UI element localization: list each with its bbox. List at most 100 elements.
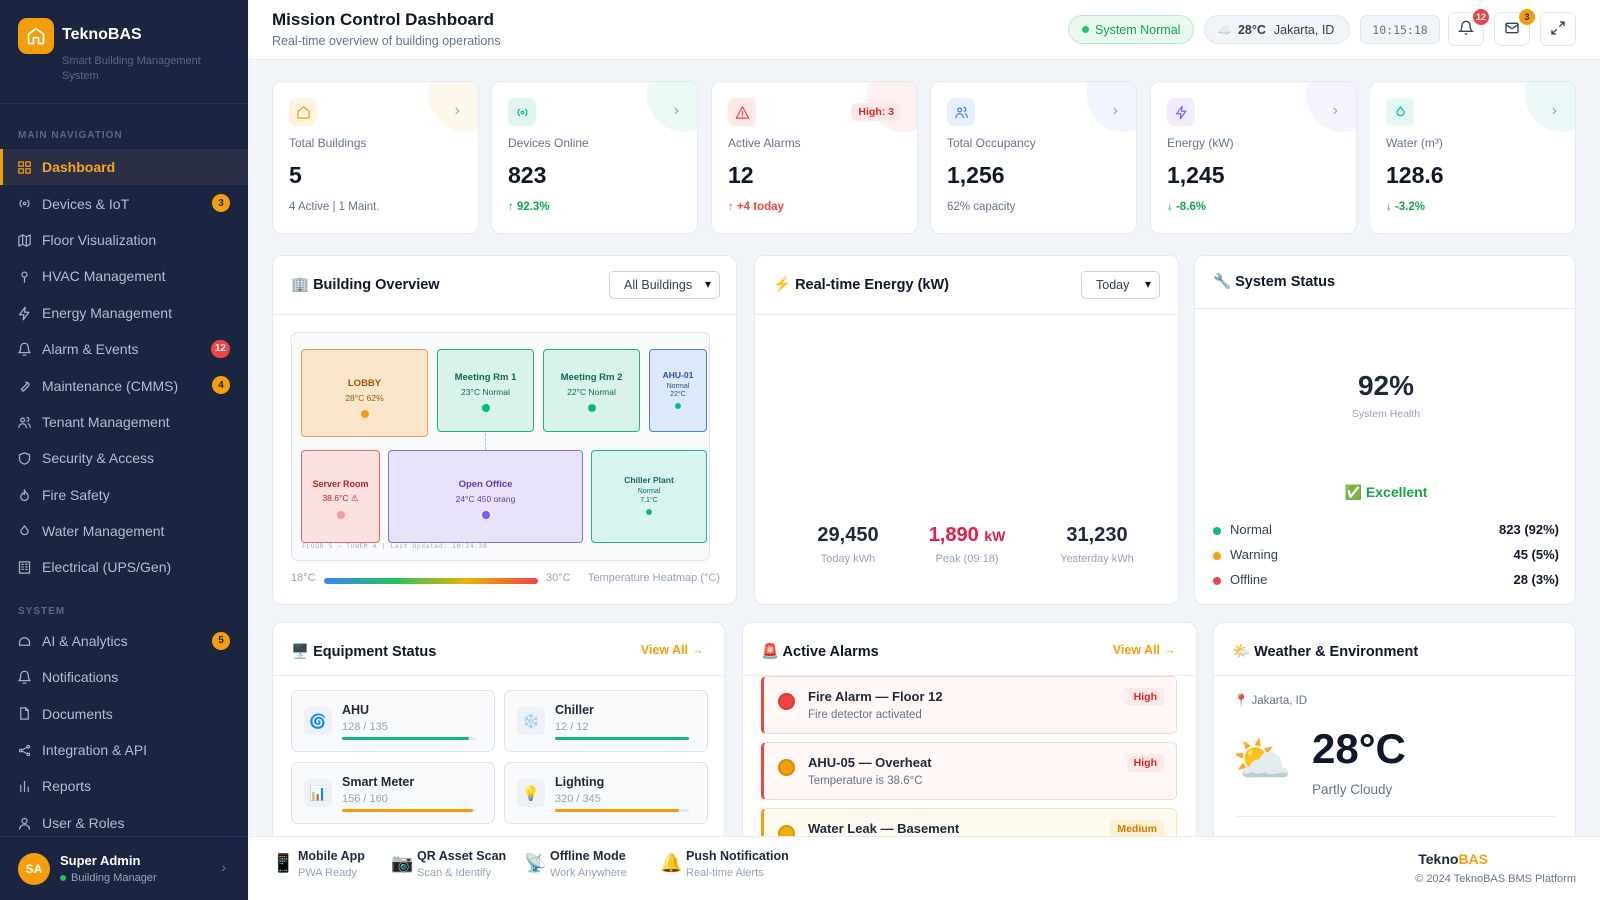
clock: 10:15:18 (1360, 15, 1440, 44)
room-info: 38.6°C ⚠ (322, 493, 359, 503)
brain-icon (17, 634, 32, 649)
chevron-right-icon[interactable]: › (221, 859, 226, 875)
status-dot (1213, 576, 1221, 585)
sidebar-item-label: Electrical (UPS/Gen) (42, 559, 172, 576)
chevron-right-icon[interactable]: › (1112, 102, 1118, 119)
alarm-item[interactable]: AHU-05 — Overheat Temperature is 38.6°C Hi… (761, 742, 1177, 800)
radio-icon (508, 98, 536, 126)
kpi-value: 12 (728, 162, 754, 188)
sidebar-item-notifications[interactable]: Notifications (0, 659, 248, 695)
alarms-view-all-link[interactable]: View All → (1112, 643, 1176, 657)
sidebar-item-fire-safety[interactable]: Fire Safety (0, 477, 248, 513)
equipment-icon: ❄️ (517, 707, 545, 735)
room-status-dot (646, 509, 652, 515)
equipment-item-chiller[interactable]: ❄️ Chiller 12 / 12 (504, 690, 708, 752)
weather-pill: ☁️ 28°C Jakarta, ID (1204, 15, 1350, 44)
sidebar-item-tenant-management[interactable]: Tenant Management (0, 404, 248, 440)
sidebar: TeknoBAS Smart Building Management Syste… (0, 0, 248, 900)
sidebar-item-floor-visualization[interactable]: Floor Visualization (0, 222, 248, 258)
room-status-dot (481, 511, 490, 519)
sidebar-item-label: Floor Visualization (42, 231, 157, 248)
kpi-card-devices-online[interactable]: › Devices Online 823 ↑ 92.3% (491, 81, 698, 234)
equipment-icon: 🌀 (304, 707, 332, 735)
sidebar-item-electrical-ups-gen[interactable]: Electrical (UPS/Gen) (0, 549, 248, 585)
fullscreen-button[interactable] (1540, 12, 1576, 46)
status-row-offline: Offline 28 (3%) (1213, 572, 1559, 592)
alarm-desc: Temperature is 38.6°C (808, 775, 923, 787)
equipment-view-all-link[interactable]: View All → (640, 643, 704, 657)
users-icon (17, 415, 32, 430)
radio-icon (17, 196, 32, 211)
sidebar-item-label: Energy Management (42, 304, 172, 321)
room-meeting-2[interactable]: Meeting Rm 2 22°C Normal (543, 349, 640, 432)
sidebar-item-ai-analytics[interactable]: AI & Analytics 5 (0, 623, 248, 659)
room-server[interactable]: Server Room 38.6°C ⚠ (301, 450, 380, 543)
energy-peak-unit: kW (984, 528, 1006, 544)
energy-period-select[interactable]: Today (1081, 271, 1160, 299)
kpi-high-badge: High: 3 (851, 103, 901, 121)
status-value: 823 (92%) (1499, 522, 1559, 537)
notifications-button[interactable]: 12 (1448, 9, 1489, 46)
room-lobby[interactable]: LOBBY 28°C 62% (301, 349, 428, 437)
flame-icon (17, 488, 32, 503)
kpi-decoration (1306, 82, 1356, 132)
sidebar-item-maintenance-cmms[interactable]: Maintenance (CMMS) 4 (0, 367, 248, 403)
sidebar-item-badge: 3 (212, 194, 230, 213)
chevron-right-icon[interactable]: › (454, 102, 460, 119)
alarm-item[interactable]: Fire Alarm — Floor 12 Fire detector activ… (761, 676, 1177, 734)
kpi-card-water-m[interactable]: › Water (m³) 128.6 ↓ -3.2% (1369, 81, 1576, 234)
equipment-card: 🖥️ Equipment Status View All → 🌀 AHU 128 /… (272, 622, 725, 842)
feature-offline-mode[interactable]: 📡 Offline Mode Work Anywhere (524, 849, 627, 879)
room-status-dot (587, 404, 596, 412)
user-profile[interactable]: SA Super Admin Building Manager › (0, 836, 248, 900)
sidebar-item-energy-management[interactable]: Energy Management (0, 295, 248, 331)
chevron-right-icon[interactable]: › (673, 102, 679, 119)
sidebar-item-security-access[interactable]: Security & Access (0, 440, 248, 476)
kpi-sub: ↓ -3.2% (1386, 201, 1425, 213)
chevron-right-icon[interactable]: › (1332, 102, 1338, 119)
sidebar-item-user-roles[interactable]: User & Roles (0, 805, 248, 841)
energy-yesterday-label: Yesterday kWh (1060, 553, 1134, 565)
equipment-item-lighting[interactable]: 💡 Lighting 320 / 345 (504, 762, 708, 824)
thermometer-icon (17, 269, 32, 284)
feature-push-notification[interactable]: 🔔 Push Notification Real-time Alerts (660, 849, 789, 879)
sidebar-item-integration-api[interactable]: Integration & API (0, 732, 248, 768)
sidebar-item-label: Security & Access (42, 450, 155, 467)
cloud-icon: ☁️ (1217, 22, 1232, 37)
room-chiller-plant[interactable]: Chiller Plant Normal 7.1°C (591, 450, 707, 543)
equipment-item-smart-meter[interactable]: 📊 Smart Meter 156 / 160 (291, 762, 495, 824)
heat-min: 18°C (291, 572, 316, 584)
room-ahu-01[interactable]: AHU-01 Normal 22°C (649, 349, 707, 432)
messages-button[interactable]: 3 (1494, 9, 1535, 46)
kpi-card-active-alarms[interactable]: High: 3 Active Alarms 12 ↑ +4 today (711, 81, 918, 234)
expand-icon (1550, 20, 1566, 39)
building-select[interactable]: All Buildings (609, 271, 720, 299)
sidebar-item-devices-iot[interactable]: Devices & IoT 3 (0, 185, 248, 221)
sidebar-item-documents[interactable]: Documents (0, 695, 248, 731)
feature-qr-asset-scan[interactable]: 📷 QR Asset Scan Scan & Identify (391, 849, 506, 879)
building-icon (17, 560, 32, 575)
room-open-office[interactable]: Open Office 24°C 450 orang (388, 450, 583, 543)
sidebar-item-water-management[interactable]: Water Management (0, 513, 248, 549)
system-rating: ✅ Excellent (1344, 484, 1428, 500)
energy-peak: 1,890 kW Peak (09:18) (902, 524, 1032, 565)
sidebar-item-hvac-management[interactable]: HVAC Management (0, 258, 248, 294)
weather-card: 🌤️ Weather & Environment 📍 Jakarta, ID ⛅… (1213, 622, 1576, 842)
feature-mobile-app[interactable]: 📱 Mobile App PWA Ready (272, 849, 365, 879)
chevron-right-icon[interactable]: › (1551, 102, 1557, 119)
sidebar-item-dashboard[interactable]: Dashboard (0, 149, 248, 186)
alarm-severity-badge: High (1126, 754, 1164, 772)
sidebar-item-reports[interactable]: Reports (0, 768, 248, 804)
kpi-card-total-buildings[interactable]: › Total Buildings 5 4 Active | 1 Maint. (272, 81, 479, 234)
room-meeting-1[interactable]: Meeting Rm 1 23°C Normal (437, 349, 534, 432)
system-status-badge: System Normal (1068, 15, 1194, 44)
equipment-item-ahu[interactable]: 🌀 AHU 128 / 135 (291, 690, 495, 752)
kpi-card-total-occupancy[interactable]: › Total Occupancy 1,256 62% capacity (930, 81, 1137, 234)
sidebar-item-alarm-events[interactable]: Alarm & Events 12 (0, 331, 248, 367)
kpi-value: 1,245 (1167, 162, 1225, 188)
system-status-label: System Normal (1095, 22, 1181, 37)
kpi-card-energy-kw[interactable]: › Energy (kW) 1,245 ↓ -8.6% (1150, 81, 1357, 234)
system-health-label: System Health (1351, 408, 1421, 420)
alarm-item[interactable]: Water Leak — Basement Medium (761, 808, 1177, 841)
weather-location: 📍 Jakarta, ID (1234, 695, 1308, 707)
